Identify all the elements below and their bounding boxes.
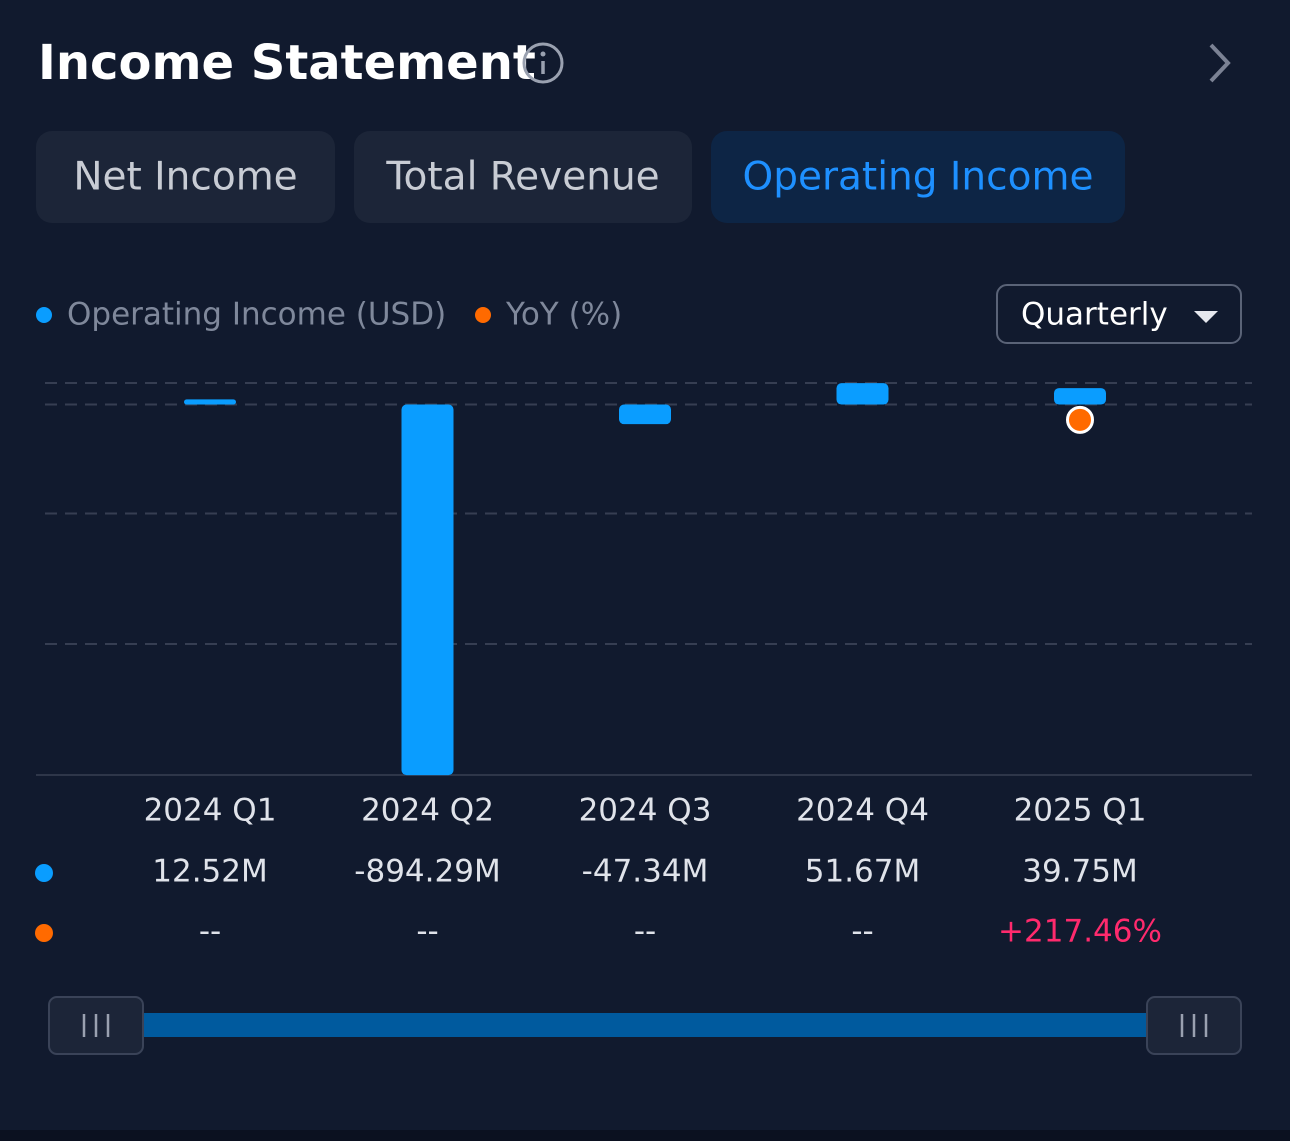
dropdown-arrow — [1194, 311, 1218, 323]
yoy-point — [1066, 405, 1094, 434]
slider-track — [140, 1013, 1150, 1037]
dropdown-label: Quarterly — [1021, 297, 1168, 333]
slider-handle-left[interactable] — [48, 996, 144, 1055]
bar — [184, 399, 236, 405]
x-tick-label: 2024 Q3 — [579, 793, 712, 829]
bar — [836, 383, 889, 405]
tab[interactable]: Net Income — [36, 131, 335, 223]
tab-label: Total Revenue — [385, 155, 659, 200]
x-tick-label: 2024 Q2 — [361, 793, 494, 829]
period-dropdown[interactable]: Quarterly — [996, 284, 1242, 344]
legend-label: YoY (%) — [505, 297, 622, 333]
legend-dot — [475, 307, 491, 323]
tab-background — [711, 131, 1125, 223]
tab-background — [354, 131, 692, 223]
x-tick-label: 2024 Q1 — [144, 793, 277, 829]
title: Income Statement — [38, 35, 536, 91]
row-dot — [35, 924, 53, 942]
range-slider[interactable] — [48, 996, 1242, 1055]
row-dot — [35, 864, 53, 882]
value-label: -894.29M — [354, 854, 500, 890]
value-label: -47.34M — [582, 854, 709, 890]
info-icon[interactable] — [522, 42, 564, 84]
tab[interactable]: Operating Income — [711, 131, 1125, 223]
bar — [619, 404, 671, 425]
value-label: -- — [851, 914, 873, 950]
value-label: +217.46% — [998, 914, 1162, 950]
legend: Operating Income (USD) YoY (%) — [36, 297, 622, 333]
bar — [401, 404, 454, 776]
tab-label: Net Income — [73, 155, 297, 200]
x-tick-label: 2025 Q1 — [1014, 793, 1147, 829]
chevron-right[interactable] — [1209, 43, 1231, 83]
x-tick-label: 2024 Q4 — [796, 793, 929, 829]
tab-background — [36, 131, 335, 223]
tabs: Net Income Total Revenue Operating Income — [36, 131, 1125, 223]
value-label: 12.52M — [152, 854, 268, 890]
legend-dot — [36, 307, 52, 323]
value-label: 51.67M — [805, 854, 921, 890]
value-label: -- — [416, 914, 438, 950]
legend-label: Operating Income (USD) — [67, 297, 446, 333]
value-label: -- — [634, 914, 656, 950]
value-label: -- — [199, 914, 221, 950]
slider-handle-right[interactable] — [1146, 996, 1242, 1055]
bar — [1054, 388, 1106, 405]
value-label: 39.75M — [1022, 854, 1138, 890]
tab[interactable]: Total Revenue — [354, 131, 692, 223]
tab-label: Operating Income — [743, 155, 1094, 200]
bottom-strip — [0, 1130, 1290, 1141]
chart: 2024 Q1 2024 Q2 2024 Q3 2024 Q4 2025 Q1 12.52… — [35, 382, 1252, 950]
